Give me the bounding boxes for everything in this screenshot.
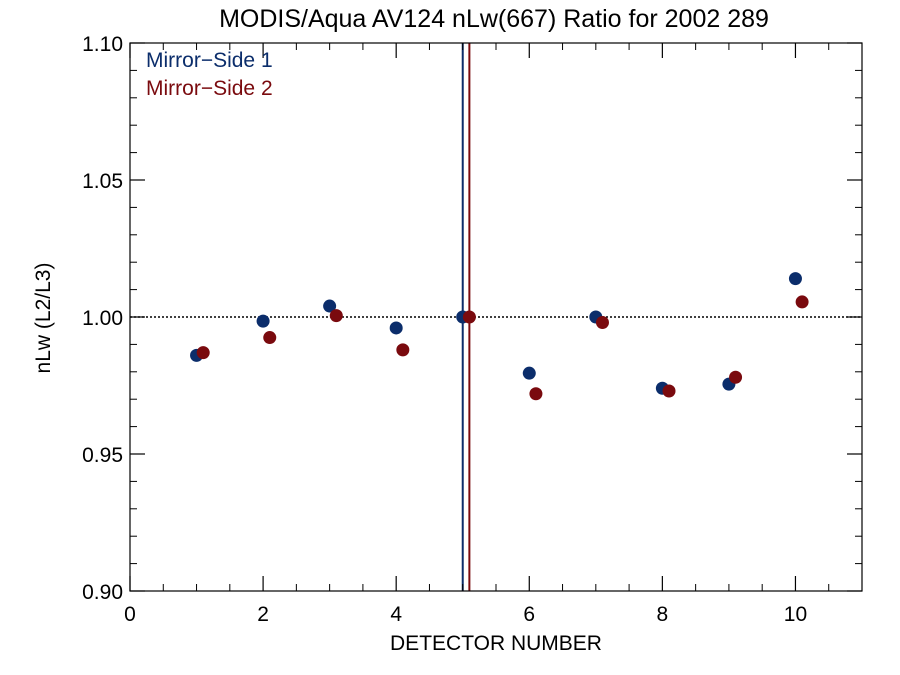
data-point-series-1: [256, 314, 270, 328]
x-tick-label: 0: [124, 603, 136, 626]
x-axis-label: DETECTOR NUMBER: [390, 632, 602, 655]
data-point-series-2: [529, 387, 543, 401]
data-point-series-2: [329, 309, 343, 323]
data-point-series-1: [323, 299, 337, 313]
x-tick-label: 2: [257, 603, 269, 626]
data-point-series-2: [396, 343, 410, 357]
y-tick-label: 0.90: [82, 581, 123, 604]
legend-entry-mirror-side-2: Mirror−Side 2: [146, 77, 273, 100]
x-tick-label: 6: [523, 603, 535, 626]
y-tick-label: 1.10: [82, 33, 123, 56]
y-tick-label: 0.95: [82, 444, 123, 467]
y-tick-label: 1.05: [82, 170, 123, 193]
data-point-series-2: [795, 295, 809, 309]
data-point-series-2: [263, 331, 277, 345]
y-axis-label: nLw (L2/L3): [32, 263, 55, 374]
data-point-series-2: [595, 315, 609, 329]
legend-entry-mirror-side-1: Mirror−Side 1: [146, 49, 273, 72]
data-point-series-2: [662, 384, 676, 398]
plot-area: 0 2 4 6 8 10 0.90 0.95 1.00 1.05 1.10: [82, 33, 863, 626]
x-tick-label: 4: [390, 603, 402, 626]
data-point-series-2: [462, 310, 476, 324]
x-tick-label: 8: [657, 603, 669, 626]
data-point-series-1: [522, 366, 536, 380]
data-point-series-2: [729, 370, 743, 384]
data-point-series-1: [788, 272, 802, 286]
data-point-series-1: [389, 321, 403, 335]
data-point-series-2: [196, 346, 210, 360]
x-tick-label: 10: [784, 603, 807, 626]
y-tick-label: 1.00: [82, 307, 123, 330]
chart-title: MODIS/Aqua AV124 nLw(667) Ratio for 2002…: [219, 5, 769, 33]
